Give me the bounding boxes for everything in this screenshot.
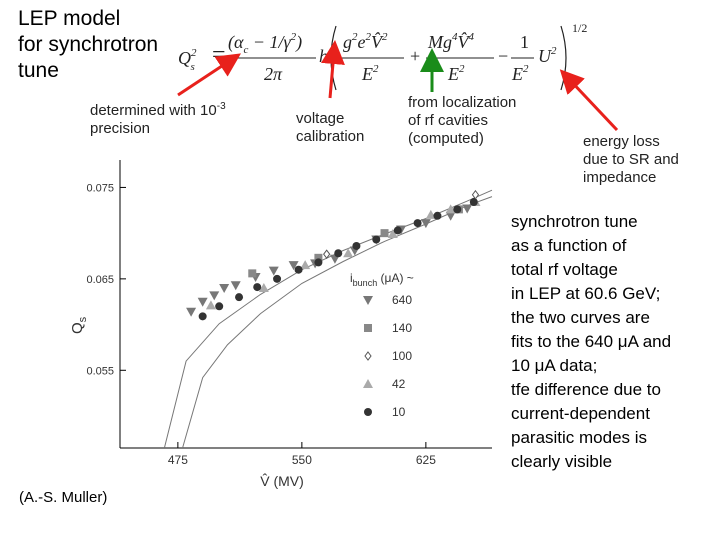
description-line: in LEP at 60.6 GeV; (511, 284, 661, 303)
legend-label: 42 (392, 377, 406, 391)
data-point-140 (248, 269, 257, 278)
data-point-640 (219, 284, 230, 293)
chart-description: synchrotron tune as a function of total … (511, 210, 716, 474)
legend-label: 640 (392, 293, 412, 307)
svg-text:U2: U2 (538, 45, 557, 66)
data-point-140 (380, 229, 389, 238)
svg-text:=: = (212, 42, 226, 68)
data-point-640 (445, 211, 456, 221)
description-line: current-dependent (511, 404, 650, 423)
annotation-precision: determined with 10-3 precision (90, 101, 226, 137)
svg-text:(αc − 1/γ2): (αc − 1/γ2) (228, 31, 302, 56)
description-line: total rf voltage (511, 260, 618, 279)
annotation-localization: from localization of rf cavities (comput… (408, 94, 517, 147)
svg-text:2π: 2π (264, 64, 283, 84)
description-line: as a function of (511, 236, 627, 255)
data-point-10 (253, 283, 262, 292)
legend-label: 10 (392, 405, 406, 419)
data-point-140 (314, 253, 323, 262)
fit-10-curve (164, 189, 493, 448)
x-tick-label: 550 (292, 453, 312, 467)
credit: (A.-S. Muller) (19, 489, 108, 506)
description-line: parasitic modes is (511, 428, 648, 447)
data-point-42 (300, 260, 311, 270)
data-point-10 (453, 205, 462, 214)
svg-text:1: 1 (520, 32, 529, 52)
description-line: tfe difference due to (511, 380, 661, 399)
legend-marker-100 (364, 351, 372, 361)
annotation-voltage-calibration: voltage calibration (296, 110, 365, 145)
data-point-10 (215, 302, 224, 311)
description-line: 10 μA data; (511, 356, 598, 375)
slide-title: LEP model for synchrotron tune (18, 7, 159, 82)
data-point-10 (334, 249, 343, 258)
data-point-42 (445, 204, 456, 214)
svg-text:E2: E2 (361, 63, 379, 84)
fit-640-curve (182, 196, 493, 448)
y-axis-label: Qs (69, 316, 89, 334)
description-line: fits to the 640 μA and (511, 332, 672, 351)
legend-marker-140 (364, 324, 372, 332)
tune-formula: Q2 s = (αc − 1/γ2) 2π h g2e2V̂2 E2 + Mg4V… (178, 21, 587, 91)
data-point-10 (273, 274, 282, 283)
x-tick-label: 475 (168, 453, 188, 467)
svg-text:E2: E2 (447, 63, 465, 84)
data-point-42 (387, 229, 398, 239)
svg-text:Q2s: Q2 s (178, 47, 197, 73)
x-tick-label: 625 (416, 453, 436, 467)
legend-label: 140 (392, 321, 412, 335)
annotation-energy-loss: energy loss due to SR and impedance (583, 133, 679, 186)
data-point-10 (393, 226, 402, 235)
data-point-10 (235, 293, 244, 302)
data-point-10 (352, 241, 361, 250)
svg-text:h: h (319, 46, 328, 66)
description-line: synchrotron tune (511, 212, 638, 231)
legend-label: 100 (392, 349, 412, 363)
data-point-640 (288, 261, 299, 271)
svg-text:Mg4V̂4: Mg4V̂4 (427, 31, 475, 52)
data-point-640 (420, 219, 431, 229)
data-point-100 (323, 249, 331, 260)
data-point-640 (209, 291, 220, 301)
y-tick-label: 0.075 (86, 182, 114, 194)
data-point-640 (197, 297, 208, 307)
y-tick-label: 0.055 (86, 365, 114, 377)
description-line: clearly visible (511, 452, 613, 471)
data-point-42 (425, 209, 436, 219)
x-axis-label: V̂ (MV) (260, 473, 304, 489)
svg-text:−: − (498, 46, 508, 66)
svg-text:E2: E2 (511, 63, 529, 84)
svg-text:g2e2V̂2: g2e2V̂2 (343, 31, 388, 52)
data-point-10 (433, 211, 442, 220)
data-point-42 (343, 248, 354, 258)
data-point-640 (186, 307, 197, 317)
legend-marker-10 (364, 408, 372, 416)
data-point-10 (294, 265, 303, 274)
data-point-42 (205, 300, 216, 310)
svg-text:1/2: 1/2 (572, 21, 587, 35)
data-point-10 (372, 235, 381, 244)
data-point-10 (469, 198, 478, 207)
legend-marker-42 (363, 379, 373, 388)
y-tick-label: 0.065 (86, 274, 114, 286)
data-point-10 (314, 258, 323, 267)
tune-chart: 0.055 0.065 0.075 475 550 625 V̂ (MV) Qs ibunch … (69, 160, 493, 489)
data-point-640 (462, 204, 473, 214)
data-point-640 (268, 266, 279, 276)
legend-marker-640 (363, 296, 373, 305)
data-point-10 (198, 312, 207, 321)
data-point-42 (258, 283, 269, 292)
data-point-640 (230, 281, 241, 291)
description-line: the two curves are (511, 308, 650, 327)
formula-lhs: Q (178, 48, 191, 68)
data-point-10 (413, 219, 422, 228)
svg-text:+: + (410, 46, 420, 66)
legend-title: ibunch (μA) ~ (350, 271, 414, 288)
